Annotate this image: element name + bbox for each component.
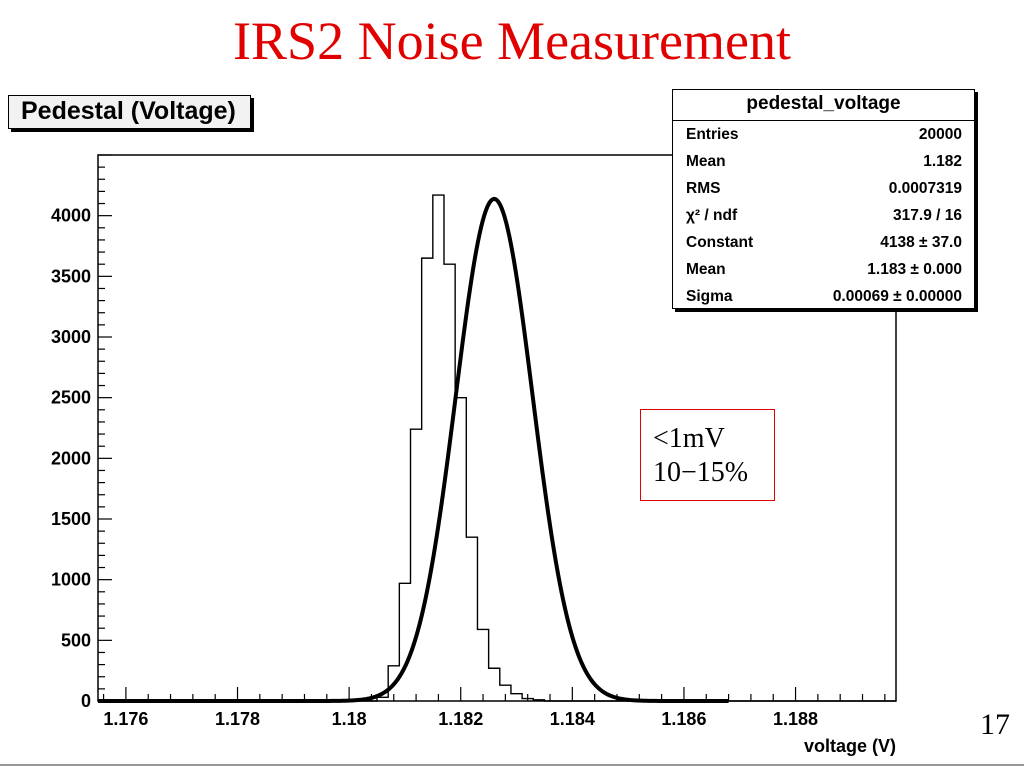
slide-title: IRS2 Noise Measurement bbox=[233, 11, 791, 71]
stats-row: Mean 1.183 ± 0.000 bbox=[673, 256, 974, 283]
gaussian-fit-curve bbox=[98, 196, 729, 703]
histogram-bin bbox=[511, 694, 522, 701]
y-tick-label: 3000 bbox=[51, 327, 91, 347]
stats-row: Mean 1.182 bbox=[673, 148, 974, 175]
y-tick-label: 0 bbox=[81, 691, 91, 711]
x-tick-label: 1.178 bbox=[215, 709, 260, 729]
stats-label: χ² / ndf bbox=[686, 207, 738, 224]
y-tick-label: 2500 bbox=[51, 388, 91, 408]
y-tick-label: 1500 bbox=[51, 509, 91, 529]
annotation-line: <1mV bbox=[653, 423, 725, 454]
stats-label: RMS bbox=[686, 180, 721, 197]
plot-frame bbox=[97, 154, 897, 702]
histogram-bin bbox=[399, 583, 410, 701]
stats-label: Entries bbox=[686, 126, 739, 143]
histogram-bin bbox=[422, 258, 433, 701]
histogram-bin bbox=[477, 629, 488, 701]
histogram-bin bbox=[433, 195, 444, 701]
y-tick-label: 3500 bbox=[51, 266, 91, 286]
y-tick-label: 2000 bbox=[51, 448, 91, 468]
stats-row: χ² / ndf 317.9 / 16 bbox=[673, 202, 974, 229]
histogram-bin bbox=[466, 537, 477, 701]
stats-row: Entries 20000 bbox=[673, 121, 974, 148]
histogram-bin bbox=[489, 668, 500, 701]
annotation-box: <1mV 10−15% bbox=[640, 409, 775, 501]
stats-label: Mean bbox=[686, 153, 726, 170]
y-tick-label: 500 bbox=[61, 630, 91, 650]
x-tick-label: 1.186 bbox=[661, 709, 706, 729]
annotation-line: 10−15% bbox=[653, 457, 749, 488]
x-tick-label: 1.176 bbox=[103, 709, 148, 729]
x-tick-label: 1.18 bbox=[332, 709, 367, 729]
stats-value: 1.182 bbox=[923, 153, 962, 170]
stats-label: Mean bbox=[686, 261, 726, 278]
stats-label: Sigma bbox=[686, 288, 733, 305]
stats-label: Constant bbox=[686, 234, 754, 251]
stats-value: 1.183 ± 0.000 bbox=[867, 261, 962, 278]
x-tick-label: 1.184 bbox=[550, 709, 595, 729]
stats-value: 4138 ± 37.0 bbox=[880, 234, 962, 251]
x-axis: 1.176 1.178 1.18 1.182 1.184 1.186 1.188 bbox=[102, 687, 886, 729]
histogram-bars bbox=[98, 194, 896, 702]
y-tick-label: 4000 bbox=[51, 206, 91, 226]
stats-row: Sigma 0.00069 ± 0.00000 bbox=[673, 283, 974, 310]
footer-divider bbox=[0, 764, 1024, 766]
histogram-outline bbox=[98, 194, 896, 702]
histogram-bin bbox=[455, 398, 466, 701]
stats-box: pedestal_voltage Entries 20000 Mean 1.182 … bbox=[672, 89, 975, 309]
histogram-bin bbox=[411, 429, 422, 701]
stats-row: RMS 0.0007319 bbox=[673, 175, 974, 202]
x-tick-label: 1.188 bbox=[773, 709, 818, 729]
x-axis-label: voltage (V) bbox=[804, 736, 896, 756]
y-tick-label: 1000 bbox=[51, 570, 91, 590]
stats-value: 0.0007319 bbox=[888, 180, 962, 197]
stats-value: 20000 bbox=[918, 126, 962, 143]
x-tick-label: 1.182 bbox=[438, 709, 483, 729]
y-axis: 0 500 1000 1500 2000 2500 3000 3500 4000 bbox=[51, 154, 112, 711]
stats-value: 0.00069 ± 0.00000 bbox=[832, 288, 962, 305]
page-number: 17 bbox=[980, 708, 1010, 741]
stats-box-title: pedestal_voltage bbox=[673, 90, 974, 121]
stats-value: 317.9 / 16 bbox=[893, 207, 962, 224]
histogram-title: Pedestal (Voltage) bbox=[8, 95, 251, 129]
stats-row: Constant 4138 ± 37.0 bbox=[673, 229, 974, 256]
